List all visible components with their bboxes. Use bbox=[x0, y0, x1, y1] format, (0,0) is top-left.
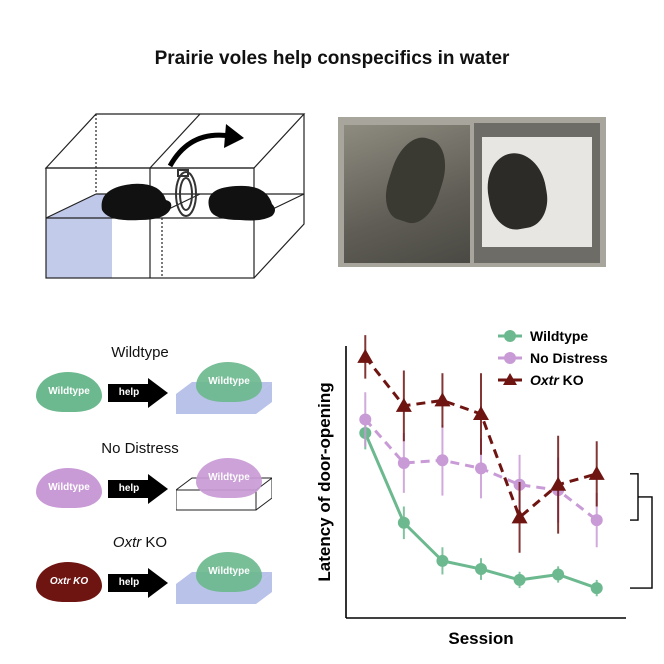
data-point bbox=[590, 582, 603, 595]
data-point bbox=[357, 348, 374, 363]
transfer-arrow bbox=[167, 132, 231, 168]
photo-dry-chamber bbox=[474, 123, 600, 263]
legend-marker bbox=[504, 352, 516, 364]
target-vole: Wildtype bbox=[196, 458, 262, 498]
vole-in-water bbox=[101, 183, 172, 221]
data-point bbox=[590, 514, 603, 527]
bracket-inner bbox=[630, 473, 639, 521]
y-axis-label: Latency of door-opening bbox=[315, 382, 334, 581]
target-vole: Wildtype bbox=[196, 552, 262, 592]
data-point bbox=[475, 563, 487, 576]
help-label: help bbox=[108, 384, 150, 402]
data-point bbox=[552, 568, 565, 581]
legend-label: No Distress bbox=[530, 350, 608, 366]
door-icon bbox=[175, 169, 197, 217]
data-point bbox=[434, 392, 451, 407]
help-arrow: help bbox=[108, 568, 168, 598]
data-point bbox=[397, 456, 410, 469]
data-point bbox=[395, 397, 412, 412]
experiment-photo bbox=[338, 117, 606, 267]
data-point bbox=[511, 509, 528, 524]
latency-chart: Session Latency of door-opening Wildtype No… bbox=[315, 328, 653, 648]
legend-marker bbox=[503, 373, 517, 385]
target-vole: Wildtype bbox=[196, 362, 262, 402]
figure-title: Prairie voles help conspecifics in water bbox=[154, 48, 510, 69]
water-front bbox=[46, 218, 112, 278]
help-arrow: help bbox=[108, 378, 168, 408]
help-arrow: help bbox=[108, 474, 168, 504]
condition-label: Wildtype bbox=[111, 344, 169, 361]
data-point bbox=[436, 454, 449, 467]
data-point bbox=[436, 554, 449, 567]
actor-vole: Oxtr KO bbox=[36, 562, 102, 602]
data-point bbox=[550, 476, 567, 491]
legend-label: Oxtr KO bbox=[530, 372, 584, 388]
data-point bbox=[359, 413, 372, 426]
condition-label: No Distress bbox=[101, 440, 179, 457]
data-point bbox=[513, 573, 526, 586]
bracket-outer bbox=[630, 496, 653, 589]
data-point bbox=[473, 406, 489, 420]
legend-label: Wildtype bbox=[530, 328, 588, 344]
legend-marker bbox=[504, 330, 516, 342]
help-label: help bbox=[108, 574, 150, 592]
data-point bbox=[475, 462, 487, 475]
actor-vole: Wildtype bbox=[36, 468, 102, 508]
data-point bbox=[397, 516, 410, 529]
actor-vole: Wildtype bbox=[36, 372, 102, 412]
apparatus-diagram bbox=[44, 113, 306, 279]
vole-helper bbox=[208, 185, 275, 221]
help-label: help bbox=[108, 480, 150, 498]
condition-label: Oxtr KO bbox=[112, 534, 168, 551]
x-axis-label: Session bbox=[448, 629, 513, 648]
data-point bbox=[588, 465, 605, 480]
